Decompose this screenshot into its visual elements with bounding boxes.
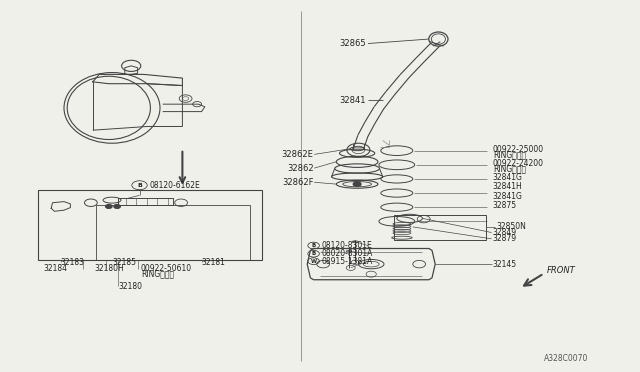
Bar (38, 190, 262, 260)
Bar (96, 205, 250, 260)
Text: 32841: 32841 (339, 96, 365, 105)
Text: 32184: 32184 (44, 264, 68, 273)
Circle shape (106, 205, 112, 208)
Text: 08120-8301E: 08120-8301E (321, 241, 372, 250)
Text: RINGリング: RINGリング (493, 150, 526, 159)
Text: 00922-50610: 00922-50610 (141, 264, 192, 273)
Bar (118, 198, 173, 205)
Text: 08915-1381A: 08915-1381A (321, 257, 372, 266)
Text: 32841H: 32841H (493, 182, 522, 191)
Text: 32849: 32849 (493, 228, 517, 237)
Text: B: B (137, 183, 142, 188)
Text: 00922-24200: 00922-24200 (493, 159, 544, 168)
Text: 00922-25000: 00922-25000 (493, 145, 544, 154)
Text: 32879: 32879 (493, 234, 517, 243)
Text: 32850N: 32850N (496, 222, 526, 231)
Text: 32875: 32875 (493, 201, 517, 210)
Circle shape (353, 182, 361, 186)
Text: 32841G: 32841G (493, 173, 523, 182)
Text: 32145: 32145 (493, 260, 517, 269)
Text: 08120-6162E: 08120-6162E (149, 181, 200, 190)
Text: W: W (310, 259, 317, 264)
Bar (394, 215, 486, 240)
Text: B: B (312, 251, 316, 256)
Text: 32185: 32185 (112, 258, 136, 267)
Text: A328C0070: A328C0070 (544, 355, 588, 363)
Text: 08020-8301A: 08020-8301A (321, 249, 372, 258)
Text: 32862F: 32862F (282, 178, 314, 187)
Text: 32841G: 32841G (493, 192, 523, 201)
Text: 32180: 32180 (118, 282, 143, 291)
Text: 32180H: 32180H (95, 264, 124, 273)
Text: B: B (312, 243, 316, 248)
Text: 32865: 32865 (339, 39, 366, 48)
Text: 32862E: 32862E (282, 150, 314, 159)
Circle shape (114, 205, 120, 208)
Text: RINGリング: RINGリング (493, 164, 526, 173)
Text: 32183: 32183 (61, 258, 84, 267)
Text: 32862: 32862 (287, 164, 314, 173)
Text: 32181: 32181 (202, 258, 225, 267)
Text: FRONT: FRONT (547, 266, 576, 275)
Text: RINGリング: RINGリング (141, 270, 174, 279)
